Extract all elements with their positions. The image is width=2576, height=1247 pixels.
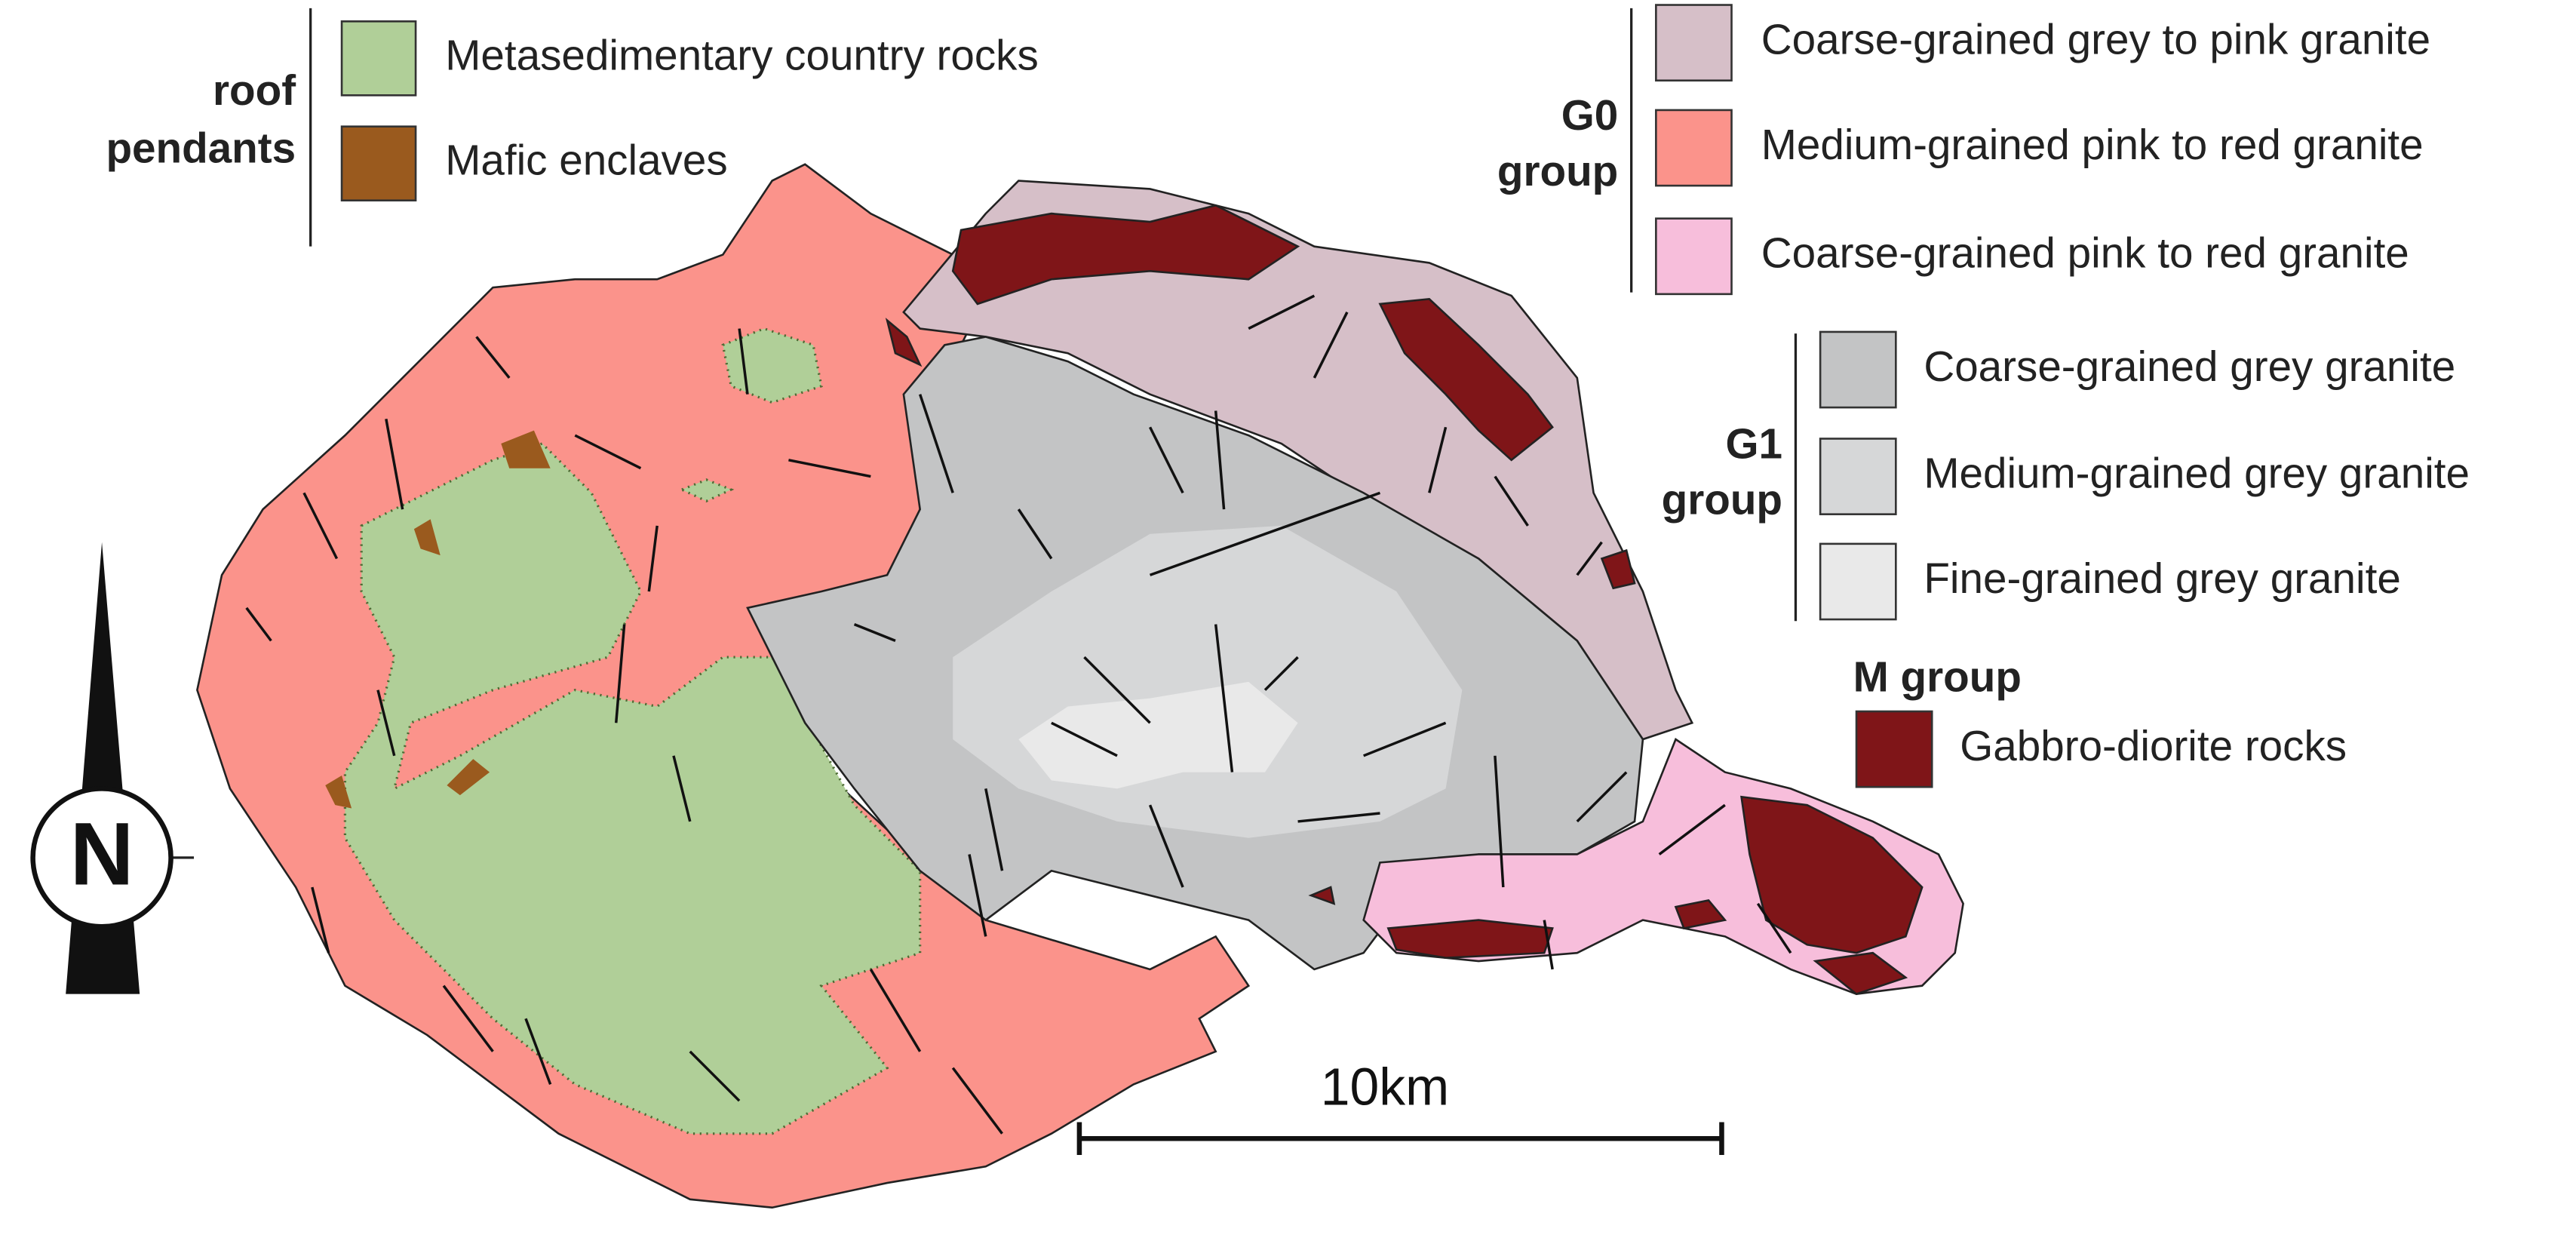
fault-line bbox=[984, 788, 1004, 871]
unit-gabbro bbox=[1674, 899, 1727, 929]
fault-line bbox=[1494, 755, 1505, 888]
legend-label: Mafic enclaves bbox=[445, 137, 727, 184]
fault-line bbox=[1297, 812, 1380, 823]
legend-group-title: group bbox=[1497, 147, 1618, 195]
legend: roof pendants Metasedimentary country rock… bbox=[106, 4, 2470, 788]
unit-metasediment bbox=[678, 478, 735, 503]
fault-line bbox=[1149, 491, 1381, 576]
legend-swatch bbox=[1855, 710, 1933, 788]
fault-line bbox=[1313, 312, 1349, 379]
fault-line bbox=[1756, 902, 1792, 954]
fault-line bbox=[475, 336, 511, 379]
legend-group-title: G0 bbox=[1561, 91, 1619, 139]
map-shape bbox=[30, 786, 173, 929]
legend-group-title: M group bbox=[1853, 653, 2022, 701]
fault-line bbox=[1083, 656, 1151, 724]
legend-group-title: roof bbox=[213, 66, 296, 114]
legend-swatch bbox=[340, 125, 417, 202]
legend-swatch bbox=[1655, 217, 1733, 296]
fault-line bbox=[1263, 656, 1299, 691]
fault-line bbox=[853, 622, 896, 642]
fault-line bbox=[1543, 920, 1554, 970]
fault-line bbox=[376, 690, 396, 757]
fault-line bbox=[1017, 508, 1053, 560]
fault-line bbox=[302, 492, 339, 560]
scale-label: 10km bbox=[1321, 1058, 1449, 1116]
fault-line bbox=[311, 886, 330, 954]
fault-line bbox=[524, 1018, 552, 1086]
fault-line bbox=[1214, 624, 1234, 772]
fault-line bbox=[869, 969, 922, 1052]
unit-g1-fine bbox=[1018, 681, 1298, 789]
legend-swatch bbox=[1655, 109, 1733, 187]
fault-line bbox=[738, 328, 749, 395]
unit-gabbro bbox=[1740, 795, 1924, 954]
unit-gabbro bbox=[1600, 548, 1636, 590]
fault-line bbox=[1576, 771, 1628, 823]
fault-line bbox=[672, 755, 692, 822]
legend-label: Metasedimentary country rocks bbox=[445, 31, 1039, 78]
fault-line bbox=[1363, 721, 1447, 757]
legend-label: Fine-grained grey granite bbox=[1924, 554, 2401, 602]
fault-line bbox=[385, 419, 404, 510]
legend-label: Medium-grained pink to red granite bbox=[1761, 121, 2424, 168]
fault-line bbox=[574, 434, 642, 470]
unit-mafic-enclave bbox=[447, 759, 490, 796]
faults bbox=[245, 294, 1792, 1135]
fault-line bbox=[1428, 426, 1448, 493]
unit-gabbro bbox=[1813, 951, 1908, 996]
north-arrow: N bbox=[30, 542, 195, 994]
fault-line bbox=[1494, 475, 1529, 527]
unit-gabbro bbox=[885, 318, 923, 367]
fault-line bbox=[968, 854, 987, 937]
unit-gabbro bbox=[1308, 886, 1336, 905]
legend-group-title: G1 bbox=[1726, 419, 1783, 467]
fault-line bbox=[615, 624, 626, 723]
unit-gabbro bbox=[1386, 919, 1554, 960]
legend-group-title: pendants bbox=[106, 124, 296, 171]
legend-swatch bbox=[1819, 438, 1897, 515]
legend-label: Gabbro-diorite rocks bbox=[1960, 722, 2347, 769]
fault-line bbox=[442, 984, 494, 1052]
legend-label: Coarse-grained grey to pink granite bbox=[1761, 16, 2430, 63]
scale-bar: 10km bbox=[1076, 1058, 1724, 1156]
unit-g0-coarse-grey-pink bbox=[902, 180, 1694, 741]
legend-swatch bbox=[340, 20, 417, 97]
map-units bbox=[196, 163, 1964, 1209]
legend-label: Coarse-grained pink to red granite bbox=[1761, 229, 2409, 277]
fault-line bbox=[245, 607, 272, 642]
legend-swatch bbox=[1655, 4, 1733, 82]
fault-line bbox=[647, 525, 659, 592]
legend-label: Medium-grained grey granite bbox=[1924, 450, 2470, 497]
fault-line bbox=[1576, 541, 1603, 576]
legend-swatch bbox=[1819, 542, 1897, 621]
legend-label: Coarse-grained grey granite bbox=[1924, 342, 2455, 390]
legend-group-title: group bbox=[1662, 475, 1782, 523]
fault-line bbox=[689, 1050, 741, 1102]
fault-line bbox=[1148, 804, 1184, 888]
unit-mafic-enclave bbox=[325, 775, 352, 809]
fault-line bbox=[788, 459, 871, 478]
unit-metasediment bbox=[343, 442, 922, 1135]
fault-line bbox=[1051, 721, 1118, 757]
unit-gabbro bbox=[951, 204, 1300, 306]
fault-line bbox=[1149, 426, 1184, 494]
unit-gabbro bbox=[1378, 298, 1554, 462]
north-label: N bbox=[70, 804, 134, 903]
fault-line bbox=[1658, 803, 1726, 855]
fault-line bbox=[919, 394, 954, 493]
fault-line bbox=[951, 1067, 1003, 1135]
fault-line bbox=[1248, 294, 1316, 330]
unit-mafic-enclave bbox=[413, 519, 441, 556]
fault-line bbox=[1214, 410, 1226, 510]
legend-swatch bbox=[1819, 330, 1897, 409]
